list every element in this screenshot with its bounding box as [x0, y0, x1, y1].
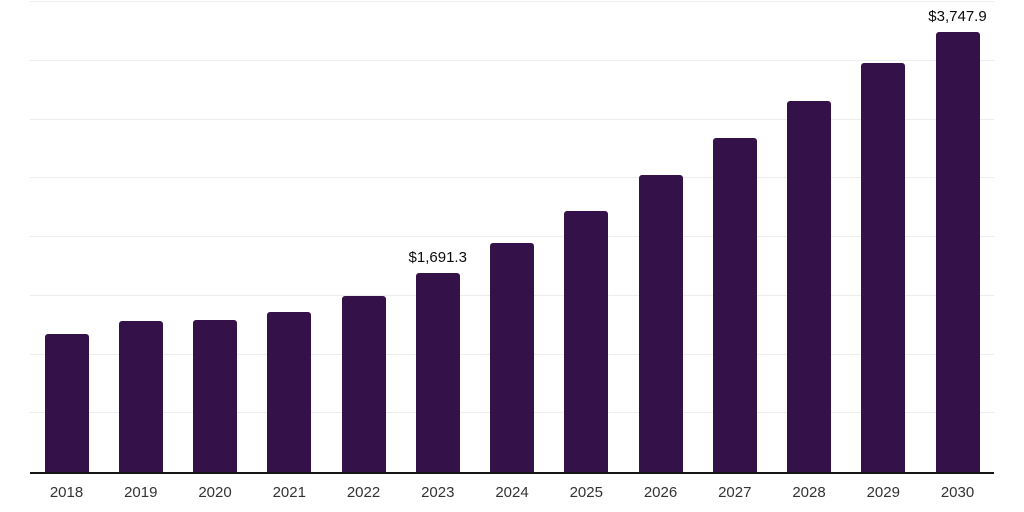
bar-value-label-2030: $3,747.9	[928, 7, 987, 25]
x-tick-label-2024: 2024	[495, 484, 529, 501]
gridline	[30, 59, 994, 61]
bar-2030	[935, 31, 980, 472]
bar-2024	[490, 242, 534, 472]
x-tick-label-2029: 2029	[866, 484, 900, 501]
gridline	[30, 177, 994, 179]
bar-2027	[712, 138, 757, 472]
bar-2022	[341, 296, 386, 472]
x-tick-label-2020: 2020	[198, 484, 232, 501]
bar-2025	[564, 210, 609, 472]
x-tick-label-2021: 2021	[272, 484, 306, 501]
x-tick-label-2023: 2023	[421, 484, 455, 501]
x-axis-labels: 2018 2019 2020 2021 2022 2023 2024 2025 2026 2027…	[30, 484, 994, 506]
bar-2021	[267, 312, 312, 472]
bar-2023	[415, 273, 460, 472]
bar-value-label-2023: $1,691.3	[408, 249, 467, 267]
x-tick-label-2019: 2019	[124, 484, 158, 501]
x-tick-label-2027: 2027	[718, 484, 752, 501]
x-tick-label-2022: 2022	[346, 484, 381, 501]
bar-2028	[787, 100, 831, 472]
gridline	[30, 236, 994, 237]
x-tick-label-2018: 2018	[49, 484, 84, 501]
bar-2026	[638, 174, 683, 472]
x-axis-line	[30, 472, 994, 474]
x-tick-label-2026: 2026	[643, 484, 678, 501]
plot-area: $1,691.3 $3,747.9	[30, 1, 994, 474]
x-tick-label-2030: 2030	[940, 484, 975, 501]
bar-2029	[861, 63, 906, 472]
gridline	[30, 118, 994, 120]
gridline	[30, 1, 994, 2]
bar-2020	[193, 320, 237, 472]
x-tick-label-2025: 2025	[569, 484, 603, 501]
x-tick-label-2028: 2028	[792, 484, 826, 501]
bar-2019	[118, 321, 163, 472]
bar-2018	[44, 333, 89, 472]
